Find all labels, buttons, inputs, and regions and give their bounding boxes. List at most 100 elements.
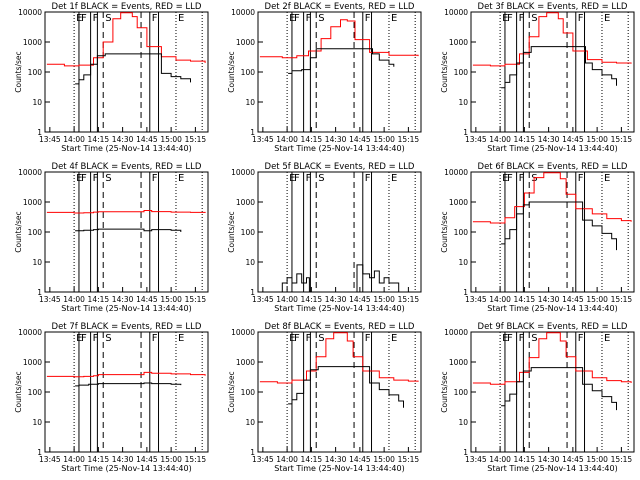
x-tick-label: 14:45 xyxy=(136,295,158,304)
y-tick-label: 100 xyxy=(241,68,256,77)
y-tick-label: 100 xyxy=(241,388,256,397)
x-axis-title: Start Time (25-Nov-14 13:44:40) xyxy=(274,144,404,153)
x-tick-label: 14:30 xyxy=(325,295,347,304)
y-tick-label: 100 xyxy=(454,68,469,77)
marker-label: F xyxy=(519,173,525,184)
y-tick-label: 1000 xyxy=(236,38,255,47)
y-axis-label: Counts/sec xyxy=(14,371,23,412)
x-tick-label: 13:45 xyxy=(252,455,274,464)
x-axis-title: Start Time (25-Nov-14 13:44:40) xyxy=(274,464,404,473)
y-tick-label: 10 xyxy=(458,258,468,267)
detector-panel-3: Det 3f BLACK = Events, RED = LLDEFFSFE11… xyxy=(440,2,635,153)
marker-label: E xyxy=(178,13,184,24)
lld-series-line xyxy=(259,19,419,59)
y-tick-label: 10 xyxy=(32,98,42,107)
marker-label: F xyxy=(152,333,158,344)
y-axis-label: Counts/sec xyxy=(440,371,449,412)
events-series-line xyxy=(75,228,182,232)
y-axis-label: Counts/sec xyxy=(440,51,449,92)
marker-label: F xyxy=(365,333,371,344)
marker-label: F xyxy=(365,13,371,24)
x-tick-label: 15:00 xyxy=(586,295,608,304)
x-tick-label: 15:00 xyxy=(160,135,182,144)
x-tick-label: 15:15 xyxy=(185,455,207,464)
x-tick-label: 13:45 xyxy=(465,135,487,144)
lld-series-line xyxy=(472,332,632,385)
y-axis-label: Counts/sec xyxy=(440,211,449,252)
x-tick-label: 14:00 xyxy=(489,295,511,304)
x-tick-label: 14:00 xyxy=(63,455,85,464)
x-tick-label: 14:00 xyxy=(63,295,85,304)
lld-series-line xyxy=(472,12,632,67)
events-series-line xyxy=(288,48,395,74)
x-tick-label: 13:45 xyxy=(39,295,61,304)
plot-frame xyxy=(257,171,422,293)
y-tick-label: 10 xyxy=(458,418,468,427)
events-series-line xyxy=(501,367,617,411)
marker-label: F xyxy=(152,173,158,184)
y-tick-label: 10000 xyxy=(18,328,42,337)
panel-title: Det 9f BLACK = Events, RED = LLD xyxy=(478,322,628,332)
x-tick-label: 15:15 xyxy=(611,295,633,304)
marker-label: S xyxy=(531,333,537,344)
y-axis-label: Counts/sec xyxy=(14,51,23,92)
y-axis-label: Counts/sec xyxy=(227,51,236,92)
events-series-line xyxy=(75,53,191,85)
x-tick-label: 15:15 xyxy=(611,135,633,144)
events-series-line xyxy=(501,46,617,89)
events-series-line xyxy=(75,382,182,387)
y-axis-label: Counts/sec xyxy=(227,211,236,252)
y-tick-label: 10000 xyxy=(444,8,468,17)
panel-title: Det 5f BLACK = Events, RED = LLD xyxy=(265,162,415,172)
x-tick-label: 15:00 xyxy=(160,295,182,304)
y-tick-label: 100 xyxy=(454,388,469,397)
marker-label: F xyxy=(294,13,300,24)
x-tick-label: 14:45 xyxy=(562,455,584,464)
x-tick-label: 14:15 xyxy=(301,455,323,464)
x-tick-label: 13:45 xyxy=(39,135,61,144)
x-tick-label: 15:00 xyxy=(586,455,608,464)
marker-label: F xyxy=(152,13,158,24)
x-tick-label: 14:15 xyxy=(514,295,536,304)
marker-label: E xyxy=(604,173,610,184)
plot-frame xyxy=(470,11,635,133)
marker-label: F xyxy=(578,333,584,344)
panel-title: Det 7f BLACK = Events, RED = LLD xyxy=(52,322,202,332)
y-tick-label: 10 xyxy=(32,258,42,267)
x-tick-label: 15:00 xyxy=(373,295,395,304)
x-tick-label: 14:00 xyxy=(489,455,511,464)
x-tick-label: 14:00 xyxy=(276,295,298,304)
x-tick-label: 14:45 xyxy=(349,295,371,304)
y-tick-label: 100 xyxy=(28,388,43,397)
plot-frame xyxy=(257,11,422,133)
x-tick-label: 14:30 xyxy=(325,455,347,464)
panel-title: Det 3f BLACK = Events, RED = LLD xyxy=(478,2,628,12)
panel-title: Det 8f BLACK = Events, RED = LLD xyxy=(265,322,415,332)
marker-label: E xyxy=(391,173,397,184)
x-tick-label: 15:15 xyxy=(398,455,420,464)
y-tick-label: 1 xyxy=(250,128,255,137)
marker-label: F xyxy=(578,13,584,24)
y-tick-label: 10000 xyxy=(18,8,42,17)
y-tick-label: 1000 xyxy=(449,198,468,207)
y-tick-label: 10000 xyxy=(444,168,468,177)
x-tick-label: 14:15 xyxy=(88,295,110,304)
marker-label: S xyxy=(105,13,111,24)
x-tick-label: 15:00 xyxy=(373,455,395,464)
x-axis-title: Start Time (25-Nov-14 13:44:40) xyxy=(61,464,191,473)
x-tick-label: 14:45 xyxy=(136,135,158,144)
x-tick-label: 14:15 xyxy=(88,455,110,464)
x-tick-label: 13:45 xyxy=(465,295,487,304)
panel-title: Det 2f BLACK = Events, RED = LLD xyxy=(265,2,415,12)
y-tick-label: 1000 xyxy=(449,38,468,47)
y-tick-label: 1000 xyxy=(23,198,42,207)
marker-label: S xyxy=(318,333,324,344)
x-tick-label: 14:30 xyxy=(538,295,560,304)
detector-panel-9: Det 9f BLACK = Events, RED = LLDEFFSFE11… xyxy=(440,322,635,473)
panel-title: Det 1f BLACK = Events, RED = LLD xyxy=(52,2,202,12)
marker-label: E xyxy=(391,333,397,344)
x-tick-label: 15:15 xyxy=(611,455,633,464)
lld-series-line xyxy=(46,371,206,378)
x-axis-title: Start Time (25-Nov-14 13:44:40) xyxy=(61,144,191,153)
